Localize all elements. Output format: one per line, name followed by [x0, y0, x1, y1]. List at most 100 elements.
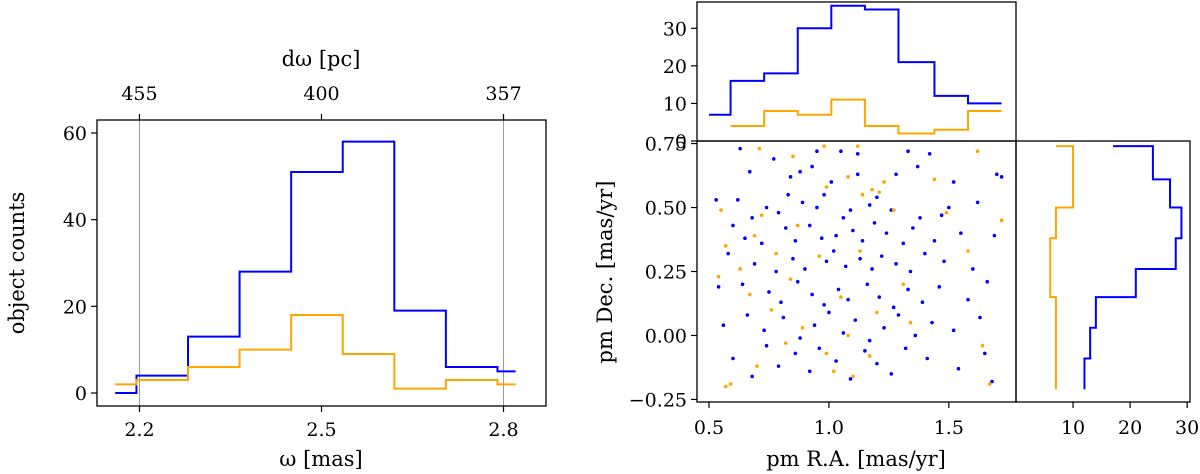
pm-ra-y-ticks: 0 10 20 30	[663, 18, 697, 153]
scatter-point-blue	[776, 210, 781, 215]
scatter-point-blue	[764, 205, 769, 210]
scatter-point-blue	[882, 325, 886, 330]
scatter-point-blue	[995, 172, 999, 177]
scatter-point-orange	[795, 223, 800, 228]
pm-dec-plot-frame	[1015, 140, 1191, 403]
scatter-point-orange	[774, 251, 778, 256]
scatter-point-blue	[879, 254, 884, 258]
pm-scatter-points	[714, 144, 1004, 389]
scatter-point-blue	[855, 151, 860, 156]
pm-scatter-y-tick-label: 0.75	[645, 134, 687, 156]
scatter-point-blue	[901, 241, 906, 246]
scatter-point-blue	[783, 226, 788, 230]
parallax-histogram-orange	[115, 314, 516, 390]
scatter-point-orange	[800, 325, 805, 330]
distance-top-ticks: 455 400 357	[121, 83, 522, 120]
scatter-point-orange	[882, 180, 886, 184]
scatter-point-blue	[915, 164, 920, 169]
scatter-point-orange	[846, 175, 850, 179]
scatter-point-orange	[759, 213, 764, 218]
scatter-point-orange	[719, 208, 723, 212]
scatter-point-orange	[839, 295, 843, 299]
scatter-point-orange	[999, 218, 1004, 223]
scatter-point-blue	[793, 238, 798, 243]
pm-scatter-x-tick-label: 1.0	[814, 417, 844, 439]
scatter-point-blue	[853, 318, 858, 322]
scatter-point-orange	[728, 382, 733, 386]
scatter-point-orange	[824, 185, 829, 189]
scatter-point-blue	[798, 336, 802, 340]
pm-scatter-x-tick-label: 0.5	[694, 417, 724, 439]
scatter-point-orange	[867, 354, 872, 358]
scatter-point-blue	[714, 198, 718, 202]
scatter-point-blue	[865, 282, 870, 287]
scatter-point-blue	[786, 192, 790, 197]
scatter-point-blue	[843, 264, 848, 269]
scatter-point-orange	[891, 208, 896, 212]
scatter-point-blue	[889, 372, 894, 376]
parallax-series	[115, 140, 516, 394]
scatter-point-blue	[875, 361, 879, 366]
scatter-point-blue	[731, 223, 735, 228]
scatter-point-orange	[858, 249, 862, 253]
scatter-point-orange	[716, 274, 721, 279]
scatter-point-blue	[762, 328, 766, 333]
scatter-point-blue	[839, 149, 843, 154]
distance-top-axis-label: dω [pc]	[282, 47, 361, 71]
scatter-point-blue	[752, 262, 757, 266]
scatter-point-orange	[908, 320, 913, 325]
distance-top-tick-label: 357	[485, 83, 521, 105]
scatter-point-blue	[774, 269, 778, 274]
scatter-point-blue	[913, 333, 918, 338]
scatter-point-blue	[951, 180, 956, 184]
pm-ra-y-tick-label: 30	[663, 18, 687, 40]
scatter-point-blue	[750, 215, 754, 220]
parallax-y-tick-label: 60	[63, 123, 87, 145]
scatter-point-blue	[846, 297, 850, 302]
scatter-point-blue	[764, 343, 769, 348]
scatter-point-blue	[822, 192, 826, 197]
scatter-point-orange	[860, 192, 865, 197]
pm-dec-x-tick-label: 10	[1061, 417, 1085, 439]
pm-dec-x-ticks: 10 20 30	[1061, 402, 1199, 439]
pm-ra-y-tick-label: 0	[675, 131, 687, 153]
pm-dec-histogram-blue	[1083, 145, 1183, 390]
scatter-point-blue	[867, 203, 872, 207]
scatter-point-blue	[947, 205, 951, 210]
scatter-point-orange	[783, 341, 788, 345]
scatter-point-blue	[743, 236, 747, 241]
scatter-point-orange	[755, 364, 759, 368]
parallax-x-ticks: 2.2 2.5 2.8	[124, 406, 519, 441]
pm-ra-histogram-orange	[730, 98, 1002, 135]
scatter-point-blue	[923, 251, 927, 256]
scatter-point-orange	[966, 249, 970, 253]
scatter-point-blue	[999, 175, 1004, 179]
parallax-y-ticks: 0 20 40 60	[63, 123, 97, 405]
scatter-point-orange	[824, 351, 829, 356]
scatter-point-blue	[937, 285, 942, 289]
scatter-point-orange	[944, 210, 949, 215]
scatter-point-blue	[992, 233, 997, 238]
scatter-point-orange	[932, 177, 937, 182]
scatter-point-blue	[747, 169, 752, 174]
panel-pm-dec-histogram: 10 20 30	[1015, 140, 1199, 439]
pm-scatter-x-tick-label: 1.5	[934, 417, 964, 439]
scatter-point-blue	[834, 233, 838, 238]
scatter-point-blue	[827, 310, 831, 315]
scatter-point-orange	[747, 292, 752, 297]
scatter-point-orange	[738, 267, 742, 271]
scatter-point-blue	[875, 195, 879, 200]
parallax-x-tick-label: 2.8	[488, 419, 518, 441]
scatter-point-blue	[745, 313, 750, 317]
scatter-point-blue	[795, 279, 800, 284]
scatter-point-orange	[769, 308, 774, 312]
scatter-point-blue	[877, 295, 882, 299]
scatter-point-orange	[975, 149, 980, 154]
scatter-point-blue	[867, 338, 872, 343]
scatter-point-orange	[980, 343, 985, 348]
scatter-point-blue	[896, 313, 901, 317]
parallax-y-tick-label: 0	[75, 383, 87, 405]
scatter-point-blue	[971, 267, 975, 271]
scatter-point-orange	[831, 369, 836, 374]
